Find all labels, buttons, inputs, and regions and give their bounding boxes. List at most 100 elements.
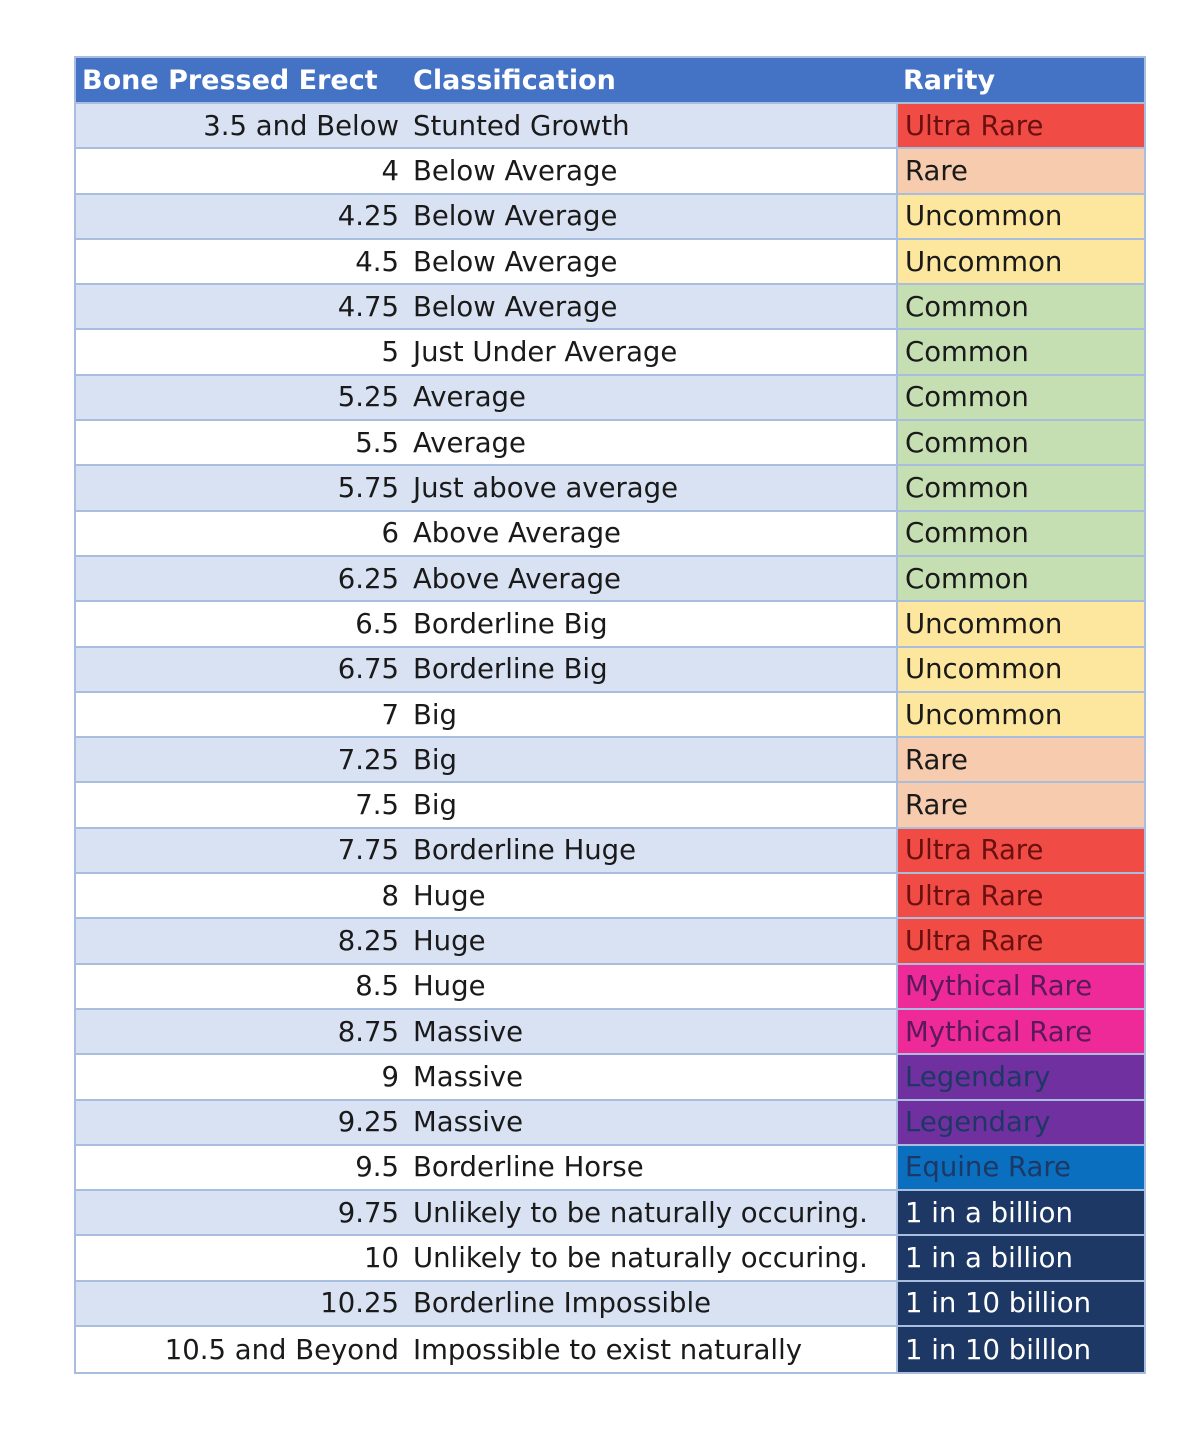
classification-cell: Below Average <box>413 290 618 323</box>
classification-cell: Borderline Huge <box>413 834 637 867</box>
size-cell: 10 <box>364 1242 399 1275</box>
size-cell: 4.75 <box>337 290 399 323</box>
size-cell: 8.25 <box>337 924 399 957</box>
size-cell: 6.75 <box>337 653 399 686</box>
table-row: 5 Just Under Average Common <box>76 330 1144 376</box>
table-row: 5.25 Average Common <box>76 375 1144 422</box>
rarity-cell: Common <box>896 511 1144 555</box>
table-row: 8.75 Massive Mythical Rare <box>76 1009 1144 1056</box>
table-row: 6 Above Average Common <box>76 511 1144 557</box>
classification-cell: Huge <box>413 879 486 912</box>
table-row: 5.5 Average Common <box>76 421 1144 467</box>
table-row: 8.25 Huge Ultra Rare <box>76 919 1144 965</box>
table-row: 4.5 Below Average Uncommon <box>76 239 1144 286</box>
rarity-cell: Common <box>896 466 1144 510</box>
classification-cell: Unlikely to be naturally occuring. <box>413 1196 868 1229</box>
classification-cell: Big <box>413 789 457 822</box>
table-row: 7.5 Big Rare <box>76 783 1144 829</box>
size-cell: 5.75 <box>337 472 399 505</box>
size-cell: 5.5 <box>355 426 399 459</box>
table-row: 7.75 Borderline Huge Ultra Rare <box>76 828 1144 875</box>
classification-cell: Huge <box>413 970 486 1003</box>
rarity-cell: Uncommon <box>896 239 1144 284</box>
rarity-cell: Mythical Rare <box>896 1009 1144 1054</box>
rarity-cell: Ultra Rare <box>896 919 1144 963</box>
size-cell: 5.25 <box>337 381 399 414</box>
size-cell: 7 <box>381 698 400 731</box>
size-cell: 4 <box>381 154 400 187</box>
size-rarity-table: Bone Pressed Erect Classification Rarity… <box>74 56 1146 1375</box>
classification-cell: Big <box>413 743 457 776</box>
table-row: 10 Unlikely to be naturally occuring. 1 in… <box>76 1236 1144 1282</box>
table-row: 4 Below Average Rare <box>76 149 1144 195</box>
table-row: 9 Massive Legendary <box>76 1055 1144 1101</box>
table-row: 3.5 and Below Stunted Growth Ultra Rare <box>76 104 1144 150</box>
table-row: 5.75 Just above average Common <box>76 466 1144 512</box>
classification-cell: Unlikely to be naturally occuring. <box>413 1242 868 1275</box>
classification-cell: Below Average <box>413 245 618 278</box>
rarity-cell: Common <box>896 421 1144 465</box>
rarity-cell: Ultra Rare <box>896 828 1144 873</box>
size-cell: 6 <box>381 517 400 550</box>
rarity-cell: Uncommon <box>896 647 1144 691</box>
rarity-cell: Common <box>896 285 1144 329</box>
table-row: 10.25 Borderline Impossible 1 in 10 billio… <box>76 1281 1144 1328</box>
rarity-cell: Legendary <box>896 1100 1144 1144</box>
classification-cell: Average <box>413 381 526 414</box>
classification-cell: Borderline Big <box>413 653 608 686</box>
rarity-cell: 1 in 10 billion <box>896 1281 1144 1326</box>
table-row: 7.25 Big Rare <box>76 738 1144 784</box>
table-header-row: Bone Pressed Erect Classification Rarity <box>76 58 1144 104</box>
table-row: 8 Huge Ultra Rare <box>76 874 1144 920</box>
rarity-cell: Rare <box>896 738 1144 782</box>
classification-cell: Just above average <box>413 472 679 505</box>
size-cell: 9.5 <box>355 1151 399 1184</box>
rarity-cell: Equine Rare <box>896 1145 1144 1190</box>
table-row: 7 Big Uncommon <box>76 692 1144 739</box>
classification-cell: Massive <box>413 1015 524 1048</box>
table-row: 9.75 Unlikely to be naturally occuring. 1 … <box>76 1191 1144 1237</box>
rarity-cell: Ultra Rare <box>896 874 1144 918</box>
header-rarity: Rarity <box>903 64 996 96</box>
table-row: 6.5 Borderline Big Uncommon <box>76 602 1144 648</box>
classification-cell: Huge <box>413 924 486 957</box>
size-cell: 9 <box>381 1060 400 1093</box>
classification-cell: Above Average <box>413 517 621 550</box>
size-cell: 10.5 and Beyond <box>164 1333 399 1366</box>
rarity-cell: Rare <box>896 149 1144 193</box>
size-cell: 8 <box>381 879 400 912</box>
classification-cell: Big <box>413 698 457 731</box>
rarity-cell: Legendary <box>896 1055 1144 1099</box>
classification-cell: Below Average <box>413 154 618 187</box>
rarity-cell: 1 in 10 billlon <box>896 1327 1144 1373</box>
classification-cell: Below Average <box>413 200 618 233</box>
size-cell: 4.5 <box>355 245 399 278</box>
table-row: 8.5 Huge Mythical Rare <box>76 964 1144 1010</box>
size-cell: 7.75 <box>337 834 399 867</box>
table-row: 9.5 Borderline Horse Equine Rare <box>76 1145 1144 1192</box>
classification-cell: Massive <box>413 1060 524 1093</box>
classification-cell: Above Average <box>413 562 621 595</box>
rarity-cell: Uncommon <box>896 194 1144 238</box>
size-cell: 9.25 <box>337 1106 399 1139</box>
classification-cell: Borderline Horse <box>413 1151 644 1184</box>
rarity-cell: Ultra Rare <box>896 104 1144 148</box>
size-cell: 6.5 <box>355 607 399 640</box>
rarity-cell: Uncommon <box>896 602 1144 646</box>
size-cell: 8.75 <box>337 1015 399 1048</box>
classification-cell: Massive <box>413 1106 524 1139</box>
size-cell: 3.5 and Below <box>203 109 399 142</box>
size-cell: 6.25 <box>337 562 399 595</box>
size-cell: 10.25 <box>320 1287 399 1320</box>
size-cell: 9.75 <box>337 1196 399 1229</box>
rarity-cell: Rare <box>896 783 1144 827</box>
classification-cell: Average <box>413 426 526 459</box>
table-row: 10.5 and Beyond Impossible to exist natur… <box>76 1327 1144 1373</box>
header-size: Bone Pressed Erect <box>82 64 378 96</box>
rarity-cell: Common <box>896 375 1144 420</box>
classification-cell: Impossible to exist naturally <box>413 1333 802 1366</box>
size-cell: 8.5 <box>355 970 399 1003</box>
classification-cell: Stunted Growth <box>413 109 630 142</box>
rarity-cell: Common <box>896 556 1144 601</box>
